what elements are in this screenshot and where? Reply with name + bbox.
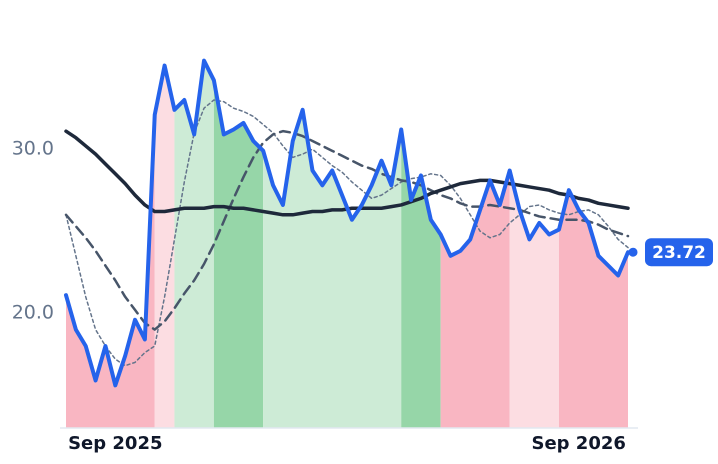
series-line [65, 99, 629, 367]
y-tick-label: 30.0 [12, 138, 54, 160]
last-point [628, 247, 638, 257]
regime-band [66, 114, 155, 428]
regime-band [263, 109, 402, 428]
y-tick-label: 20.0 [12, 302, 54, 324]
regime-band [154, 65, 175, 428]
last-value-label: 23.72 [652, 243, 706, 263]
regime-band [174, 60, 214, 428]
last-value-badge [645, 238, 713, 267]
regime-band [509, 170, 559, 428]
series-line [64, 129, 630, 331]
x-tick-label: Sep 2025 [68, 433, 162, 454]
x-tick-label: Sep 2026 [531, 433, 625, 454]
regime-band [558, 190, 628, 428]
regime-band [440, 170, 510, 428]
regime-band [401, 129, 441, 428]
series-line [64, 58, 630, 388]
regime-band [213, 80, 264, 428]
